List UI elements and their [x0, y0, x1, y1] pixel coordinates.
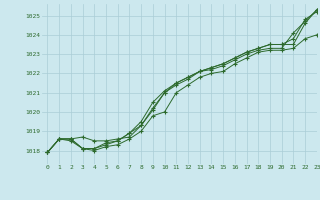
Text: Graphe pression niveau de la mer (hPa): Graphe pression niveau de la mer (hPa) [65, 182, 255, 190]
